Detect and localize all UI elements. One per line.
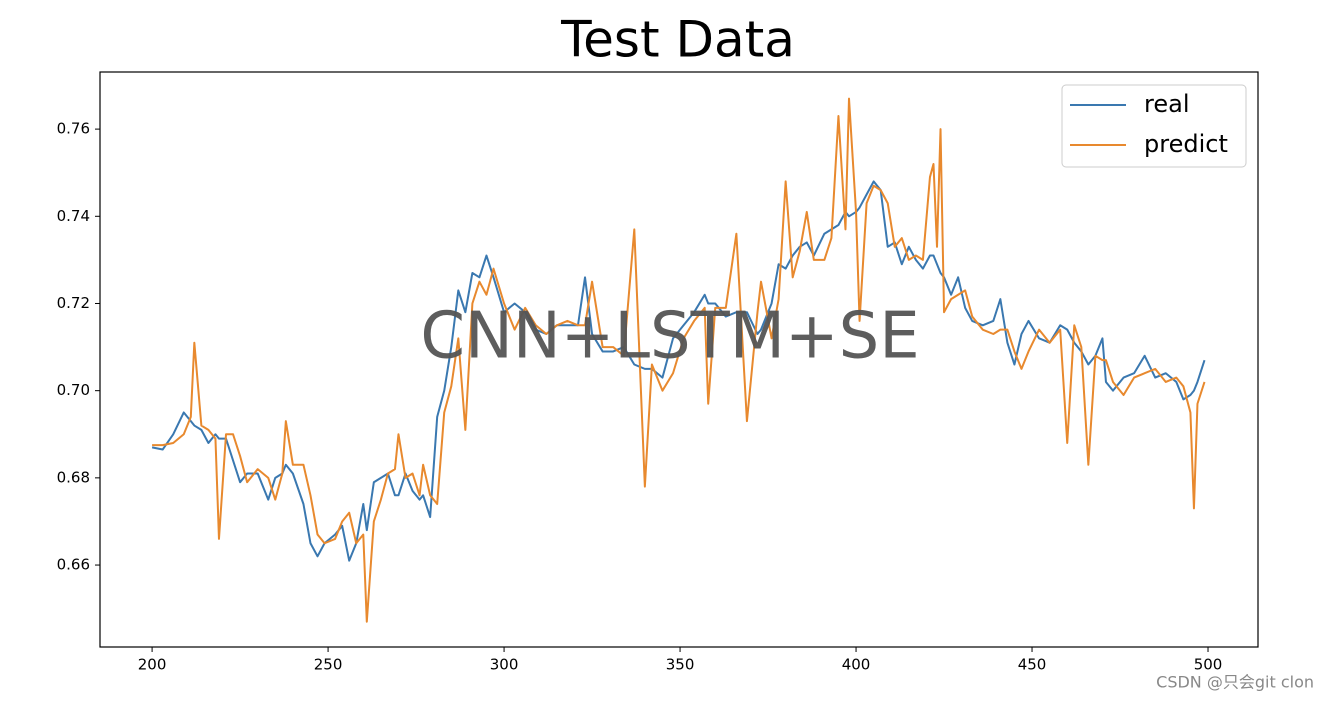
watermark: CNN+LSTM+SE bbox=[420, 300, 919, 374]
x-tick-label: 450 bbox=[1018, 656, 1047, 674]
plot-frame bbox=[99, 71, 1259, 648]
series-line bbox=[151, 180, 1206, 562]
x-tick-label: 400 bbox=[842, 656, 871, 674]
x-tick-label: 300 bbox=[490, 656, 519, 674]
legend-label: real bbox=[1144, 90, 1189, 118]
x-tick-label: 500 bbox=[1194, 656, 1223, 674]
x-tick-label: 200 bbox=[138, 656, 167, 674]
y-tick-label: 0.72 bbox=[57, 294, 90, 312]
y-tick-label: 0.74 bbox=[57, 207, 90, 225]
chart-title: Test Data bbox=[560, 11, 795, 69]
y-tick-label: 0.76 bbox=[57, 120, 90, 138]
y-tick-label: 0.66 bbox=[57, 556, 90, 574]
credit: CSDN @只会git clon bbox=[1156, 673, 1314, 692]
legend-label: predict bbox=[1144, 130, 1228, 158]
x-tick-label: 250 bbox=[314, 656, 343, 674]
y-tick-label: 0.70 bbox=[57, 381, 90, 399]
series-line bbox=[152, 97, 1206, 623]
x-tick-label: 350 bbox=[666, 656, 695, 674]
y-tick-label: 0.68 bbox=[57, 468, 90, 486]
